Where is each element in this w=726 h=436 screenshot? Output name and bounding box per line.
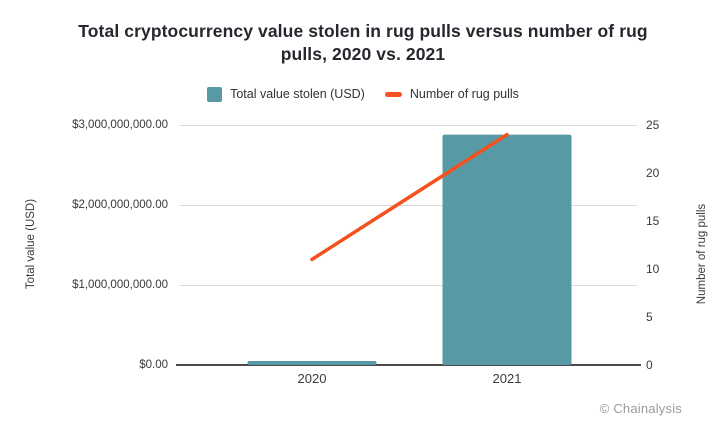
rug-pulls-line xyxy=(310,132,509,262)
gridline-3b xyxy=(180,125,637,126)
credit-chainalysis: © Chainalysis xyxy=(599,401,682,416)
chart-title-line-2: pulls, 2020 vs. 2021 xyxy=(280,44,446,65)
legend-label-rug-pulls: Number of rug pulls xyxy=(409,87,519,101)
x-axis-line xyxy=(176,364,641,366)
y-left-tick-2b: $2,000,000,000.00 xyxy=(72,199,168,211)
y-left-tick-0: $0.00 xyxy=(139,359,168,371)
legend-item-rug-pulls: Number of rug pulls xyxy=(384,87,519,101)
y-right-tick-10: 10 xyxy=(646,262,660,276)
y-right-tick-15: 15 xyxy=(646,214,660,228)
y-axis-right-title: Number of rug pulls xyxy=(696,203,708,305)
legend-label-total-value: Total value stolen (USD) xyxy=(230,87,365,101)
x-tick-2020: 2020 xyxy=(297,371,327,386)
gridline-2b xyxy=(180,205,637,206)
y-right-tick-25: 25 xyxy=(646,118,660,132)
x-tick-2021: 2021 xyxy=(492,371,522,386)
y-axis-left-title: Total value (USD) xyxy=(25,198,37,290)
y-right-tick-0: 0 xyxy=(646,358,653,372)
chart-title: Total cryptocurrency value stolen in rug… xyxy=(23,20,703,67)
y-right-tick-20: 20 xyxy=(646,166,660,180)
y-left-tick-1b: $1,000,000,000.00 xyxy=(72,279,168,291)
y-right-tick-5: 5 xyxy=(646,310,653,324)
bar-2021 xyxy=(442,134,572,365)
legend: Total value stolen (USD) Number of rug p… xyxy=(0,84,726,104)
chart-title-line-1: Total cryptocurrency value stolen in rug… xyxy=(78,21,648,41)
legend-item-total-value: Total value stolen (USD) xyxy=(207,86,365,102)
gridline-1b xyxy=(180,285,637,286)
y-left-tick-3b: $3,000,000,000.00 xyxy=(72,119,168,131)
legend-dash-marker-icon xyxy=(384,91,402,97)
legend-square-marker-icon xyxy=(207,86,223,102)
